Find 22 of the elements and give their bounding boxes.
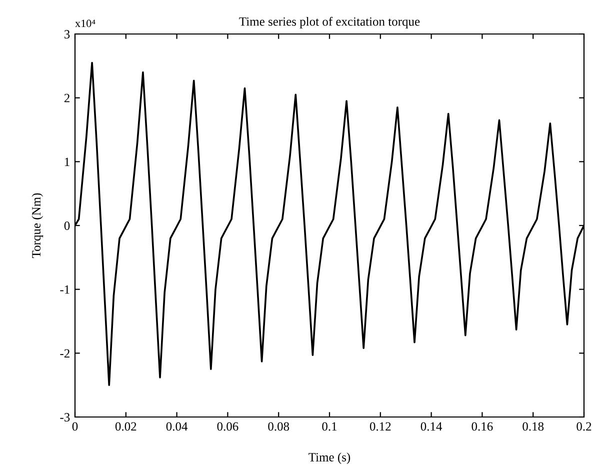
x-tick-label: 0.08 bbox=[268, 422, 290, 431]
x-tick-label: 0.2 bbox=[576, 422, 592, 431]
y-tick-label: 2 bbox=[64, 94, 70, 102]
x-tick-label: 0.12 bbox=[370, 422, 391, 431]
y-tick-label: 1 bbox=[64, 158, 70, 166]
y-tick-label: -1 bbox=[60, 285, 70, 294]
y-axis-title: Torque (Nm) bbox=[32, 193, 44, 258]
x-tick-label: 0.1 bbox=[322, 422, 337, 431]
x-axis-title: Time (s) bbox=[308, 452, 350, 464]
x-tick-label: 0.18 bbox=[522, 422, 544, 431]
x-tick-label: 0.04 bbox=[166, 422, 188, 431]
y-tick-label: -3 bbox=[60, 413, 70, 422]
y-tick-label: 0 bbox=[64, 222, 70, 230]
x-tick-label: 0.02 bbox=[115, 422, 136, 431]
x-tick-label: 0.16 bbox=[472, 422, 493, 431]
text: x10⁴ bbox=[75, 20, 96, 28]
x-tick-label: 0 bbox=[72, 422, 78, 431]
x-tick-label: 0.14 bbox=[420, 422, 442, 431]
y-tick-label: -2 bbox=[60, 349, 70, 358]
y-tick-label: 3 bbox=[64, 30, 70, 38]
chart-title: Time series plot of excitation torque bbox=[239, 16, 420, 28]
x-tick-label: 0.06 bbox=[217, 422, 238, 431]
